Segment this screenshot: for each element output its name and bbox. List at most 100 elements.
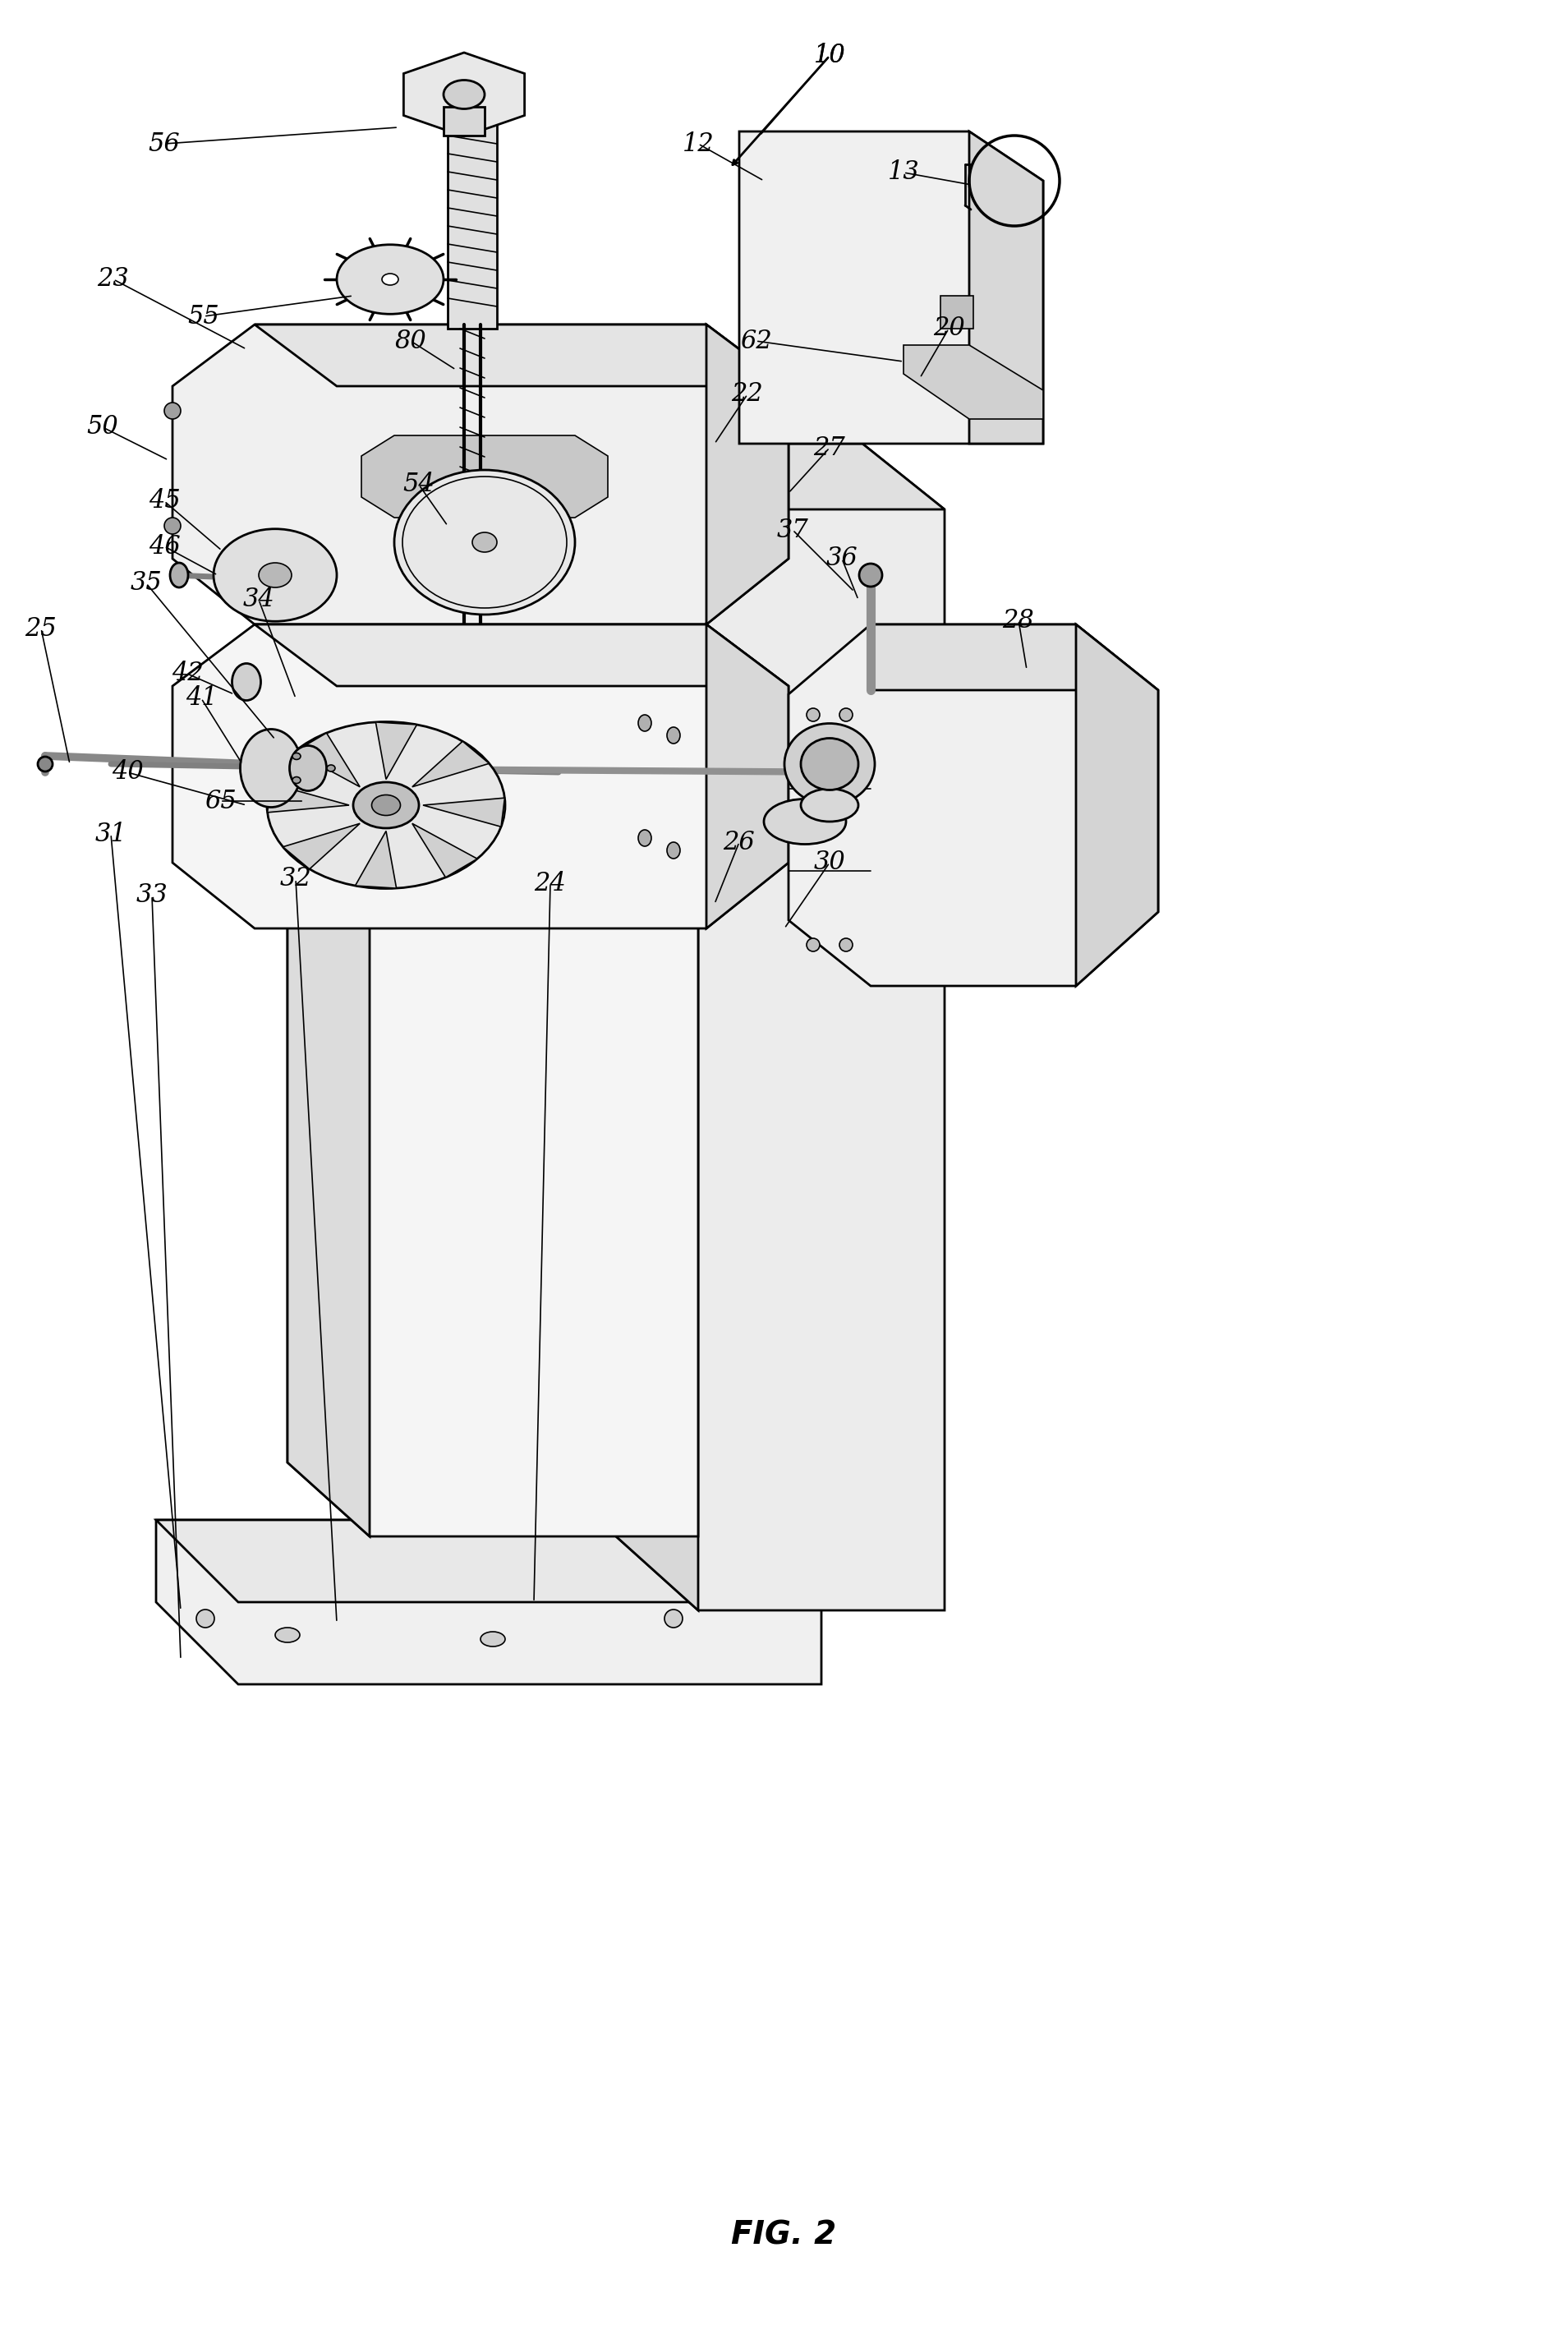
Polygon shape xyxy=(268,785,350,813)
Text: 10: 10 xyxy=(814,42,845,68)
Ellipse shape xyxy=(240,729,303,808)
Bar xyxy=(444,107,485,135)
Text: 12: 12 xyxy=(682,131,713,156)
Text: 28: 28 xyxy=(1002,607,1035,633)
Ellipse shape xyxy=(638,829,651,845)
Ellipse shape xyxy=(290,745,326,792)
Text: 27: 27 xyxy=(814,434,845,460)
Text: 50: 50 xyxy=(86,416,119,439)
Ellipse shape xyxy=(372,794,400,815)
Ellipse shape xyxy=(859,563,883,586)
Text: 22: 22 xyxy=(732,381,764,406)
Polygon shape xyxy=(287,444,370,1536)
Text: 42: 42 xyxy=(171,661,204,686)
Polygon shape xyxy=(172,325,789,623)
Text: 26: 26 xyxy=(723,829,756,855)
Ellipse shape xyxy=(806,939,820,950)
Polygon shape xyxy=(287,444,698,1536)
Polygon shape xyxy=(739,131,1043,444)
Text: 55: 55 xyxy=(188,304,220,329)
Text: 23: 23 xyxy=(97,266,129,292)
Ellipse shape xyxy=(274,1627,299,1642)
Polygon shape xyxy=(941,297,974,329)
Ellipse shape xyxy=(267,722,505,890)
Text: 36: 36 xyxy=(826,546,858,572)
Text: FIG. 2: FIG. 2 xyxy=(731,2218,836,2251)
Polygon shape xyxy=(969,131,1043,444)
Ellipse shape xyxy=(165,402,180,418)
Text: 24: 24 xyxy=(535,871,566,897)
Polygon shape xyxy=(376,722,417,780)
Text: 41: 41 xyxy=(185,686,216,712)
Polygon shape xyxy=(616,444,698,1611)
Ellipse shape xyxy=(666,843,681,859)
Polygon shape xyxy=(423,799,505,827)
Text: 32: 32 xyxy=(279,866,312,892)
Ellipse shape xyxy=(394,469,575,614)
Text: 37: 37 xyxy=(776,516,809,542)
Polygon shape xyxy=(172,623,789,929)
Polygon shape xyxy=(254,325,789,385)
Text: 34: 34 xyxy=(243,586,274,612)
Text: 40: 40 xyxy=(111,759,143,785)
Ellipse shape xyxy=(259,563,292,588)
Ellipse shape xyxy=(480,1632,505,1646)
Ellipse shape xyxy=(444,79,485,110)
Text: 65: 65 xyxy=(204,789,237,815)
Ellipse shape xyxy=(292,778,301,785)
Text: 25: 25 xyxy=(25,616,56,642)
Ellipse shape xyxy=(292,752,301,759)
Ellipse shape xyxy=(784,724,875,806)
Polygon shape xyxy=(254,623,789,686)
Ellipse shape xyxy=(839,939,853,950)
Text: 46: 46 xyxy=(149,535,180,558)
Ellipse shape xyxy=(764,799,847,845)
Ellipse shape xyxy=(839,708,853,722)
Ellipse shape xyxy=(169,563,188,588)
Polygon shape xyxy=(157,1520,822,1602)
Text: 33: 33 xyxy=(136,883,168,908)
Text: 56: 56 xyxy=(149,131,180,156)
Ellipse shape xyxy=(38,757,53,771)
Text: 31: 31 xyxy=(96,822,127,848)
Ellipse shape xyxy=(801,789,858,822)
Polygon shape xyxy=(157,1520,822,1684)
Polygon shape xyxy=(412,740,489,787)
Polygon shape xyxy=(412,824,477,878)
Polygon shape xyxy=(356,831,397,887)
Polygon shape xyxy=(403,54,525,135)
Ellipse shape xyxy=(213,530,337,621)
Polygon shape xyxy=(706,623,789,929)
Text: 80: 80 xyxy=(395,329,426,353)
Polygon shape xyxy=(616,444,944,509)
Text: 10: 10 xyxy=(814,42,845,68)
Ellipse shape xyxy=(472,532,497,551)
Ellipse shape xyxy=(337,245,444,315)
Ellipse shape xyxy=(801,738,858,789)
Ellipse shape xyxy=(806,708,820,722)
Text: 35: 35 xyxy=(130,570,162,595)
Text: 13: 13 xyxy=(887,159,919,184)
Polygon shape xyxy=(295,733,361,787)
Bar xyxy=(447,124,497,329)
Text: 20: 20 xyxy=(933,315,964,341)
Ellipse shape xyxy=(165,518,180,535)
Polygon shape xyxy=(282,824,361,869)
Ellipse shape xyxy=(665,1609,682,1627)
Ellipse shape xyxy=(232,663,260,700)
Polygon shape xyxy=(616,444,944,1611)
Text: 54: 54 xyxy=(403,472,434,497)
Polygon shape xyxy=(789,623,1159,985)
Ellipse shape xyxy=(196,1609,215,1627)
Ellipse shape xyxy=(326,766,336,771)
Polygon shape xyxy=(361,434,608,518)
Polygon shape xyxy=(903,346,1043,418)
Text: 45: 45 xyxy=(149,488,180,514)
Polygon shape xyxy=(706,325,789,623)
Text: 62: 62 xyxy=(740,329,771,353)
Text: 30: 30 xyxy=(814,850,845,876)
Ellipse shape xyxy=(638,715,651,731)
Ellipse shape xyxy=(383,273,398,285)
Ellipse shape xyxy=(666,726,681,743)
Polygon shape xyxy=(870,623,1159,691)
